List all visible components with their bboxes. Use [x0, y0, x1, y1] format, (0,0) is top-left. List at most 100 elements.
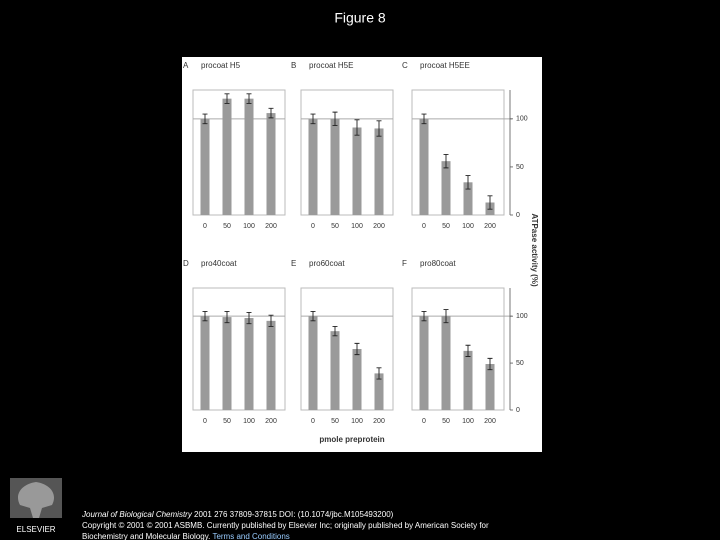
panel-title: procoat H5 — [201, 61, 241, 70]
x-tick-label: 0 — [203, 418, 207, 425]
panel-letter: C — [402, 61, 408, 70]
error-bar — [421, 311, 427, 322]
bar — [463, 350, 473, 410]
y-tick-label: 100 — [516, 313, 528, 320]
x-tick-label: 100 — [462, 223, 474, 230]
bar — [463, 182, 473, 215]
error-bar — [421, 113, 427, 125]
error-bar — [354, 119, 360, 136]
error-bar — [310, 113, 316, 125]
error-bar — [376, 120, 382, 137]
bar — [374, 373, 384, 410]
plot-frame — [411, 89, 505, 216]
error-bar — [376, 367, 382, 380]
bar — [419, 316, 429, 410]
bar — [222, 98, 232, 215]
plot-frame — [192, 89, 286, 216]
x-tick-label: 200 — [373, 223, 385, 230]
x-tick-label: 100 — [243, 223, 255, 230]
error-bar — [310, 311, 316, 322]
bar — [330, 331, 340, 410]
bar — [266, 113, 276, 215]
x-tick-label: 50 — [223, 223, 231, 230]
error-bar — [268, 314, 274, 327]
error-bar — [443, 309, 449, 324]
panel-letter: D — [183, 259, 189, 268]
y-axis-label: ATPase activity (%) — [530, 213, 539, 287]
copyright: Copyright © 2001 © 2001 ASBMB. Currently… — [82, 521, 489, 540]
x-tick-label: 50 — [331, 418, 339, 425]
y-tick-label: 50 — [516, 164, 524, 171]
x-tick-label: 200 — [265, 223, 277, 230]
x-tick-label: 0 — [311, 223, 315, 230]
bar — [308, 118, 318, 215]
footer: Journal of Biological Chemistry 2001 276… — [82, 509, 512, 540]
error-bar — [224, 93, 230, 104]
citation: 2001 276 37809-37815 DOI: (10.1074/jbc.M… — [191, 510, 394, 519]
bar — [352, 349, 362, 410]
x-tick-label: 200 — [484, 418, 496, 425]
plot-frame — [192, 287, 286, 411]
slide-title: Figure 8 — [334, 10, 386, 26]
error-bar — [246, 311, 252, 325]
plot-frame — [300, 287, 394, 411]
bar — [441, 161, 451, 215]
panel-title: pro60coat — [309, 259, 345, 268]
error-bar — [246, 93, 252, 104]
bar — [441, 316, 451, 410]
error-bar — [487, 357, 493, 371]
logo-text: ELSEVIER — [16, 525, 55, 534]
bar — [485, 364, 495, 410]
x-axis-label: pmole preprotein — [319, 435, 384, 444]
elsevier-logo: ELSEVIER — [10, 478, 62, 534]
panel-title: procoat H5EE — [420, 61, 470, 70]
error-bar — [224, 311, 230, 324]
error-bar — [487, 195, 493, 210]
bar — [200, 316, 210, 410]
error-bar — [465, 175, 471, 190]
y-tick-label: 100 — [516, 116, 528, 123]
error-bar — [332, 111, 338, 127]
bar — [330, 118, 340, 215]
x-tick-label: 50 — [331, 223, 339, 230]
plot-frame — [411, 287, 505, 411]
panel-letter: E — [291, 259, 296, 268]
error-bar — [465, 344, 471, 357]
bar — [374, 128, 384, 215]
y-tick-label: 0 — [516, 407, 520, 414]
x-tick-label: 200 — [484, 223, 496, 230]
panel-letter: F — [402, 259, 407, 268]
x-tick-label: 50 — [442, 223, 450, 230]
error-bar — [202, 311, 208, 322]
panel-title: procoat H5E — [309, 61, 353, 70]
terms-link[interactable]: Terms and Conditions — [212, 532, 290, 540]
bar — [222, 317, 232, 410]
panel-title: pro80coat — [420, 259, 456, 268]
error-bar — [443, 153, 449, 169]
x-tick-label: 0 — [422, 418, 426, 425]
x-tick-label: 100 — [462, 418, 474, 425]
x-tick-label: 200 — [265, 418, 277, 425]
error-bar — [354, 342, 360, 356]
error-bar — [332, 326, 338, 337]
bar — [352, 127, 362, 215]
panel-letter: B — [291, 61, 296, 70]
x-tick-label: 50 — [223, 418, 231, 425]
journal: Journal of Biological Chemistry — [82, 510, 192, 519]
error-bar — [268, 107, 274, 119]
panel-letter: A — [183, 61, 189, 70]
x-tick-label: 100 — [351, 223, 363, 230]
x-tick-label: 0 — [311, 418, 315, 425]
x-tick-label: 0 — [422, 223, 426, 230]
y-tick-label: 0 — [516, 212, 520, 219]
x-tick-label: 100 — [243, 418, 255, 425]
panel-title: pro40coat — [201, 259, 237, 268]
figure-background — [182, 57, 542, 452]
x-tick-label: 0 — [203, 223, 207, 230]
bar — [266, 320, 276, 410]
bar — [419, 118, 429, 215]
plot-frame — [300, 89, 394, 216]
error-bar — [202, 113, 208, 125]
bar — [308, 316, 318, 410]
